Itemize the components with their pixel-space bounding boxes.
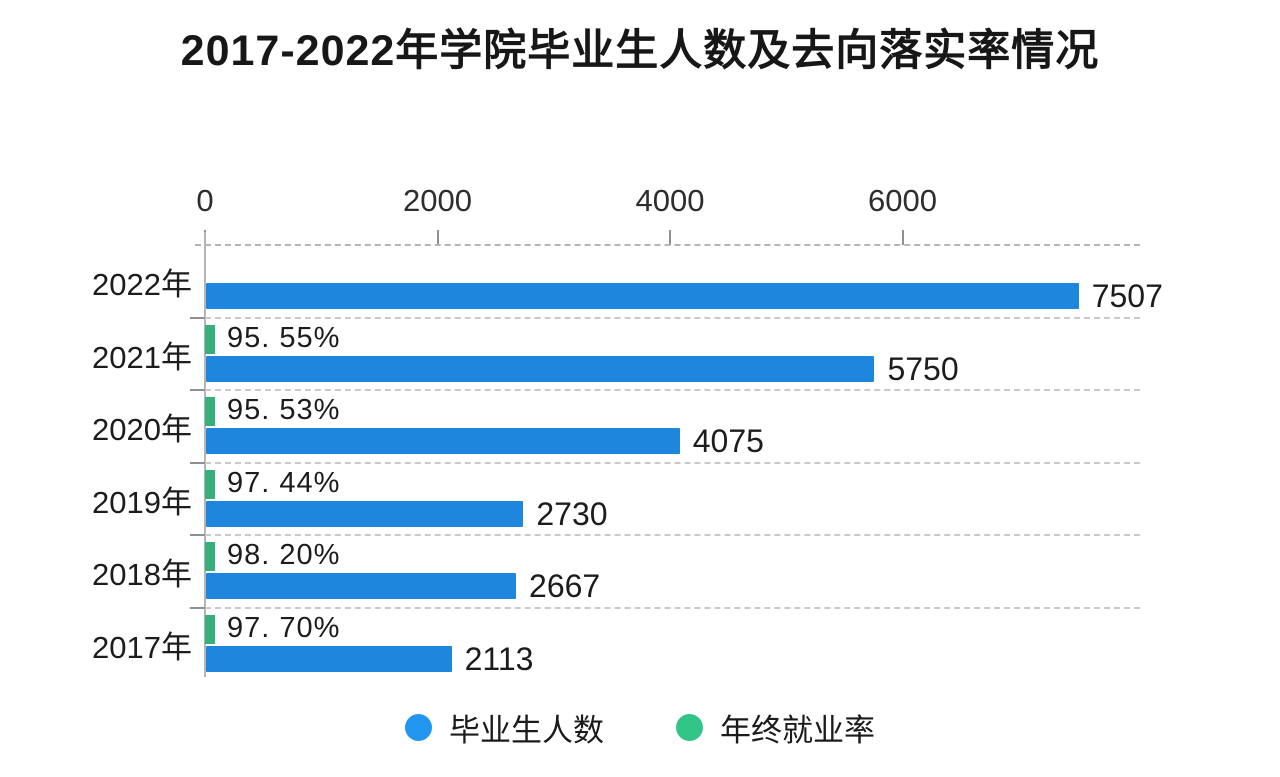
x-axis-tick-label: 4000 xyxy=(635,183,705,218)
category-label: 2022年 xyxy=(92,267,192,302)
axis-left-tick xyxy=(190,461,205,464)
category-label: 2017年 xyxy=(92,629,192,665)
category-label: 2021年 xyxy=(92,339,192,375)
x-axis-tick-label: 0 xyxy=(196,183,214,218)
category-label: 2019年 xyxy=(92,484,192,520)
rate-value-label: 95. 53% xyxy=(227,394,341,426)
legend-item: 年终就业率 xyxy=(676,705,875,750)
bar-value-label: 5750 xyxy=(887,350,959,387)
graduates-bar xyxy=(206,645,452,672)
rate-marker xyxy=(205,397,215,426)
rate-value-label: 95. 55% xyxy=(227,321,341,354)
legend-label: 年终就业率 xyxy=(720,713,875,748)
x-axis-tick xyxy=(901,230,904,245)
x-axis-tick-label: 6000 xyxy=(868,183,937,218)
axis-left-tick xyxy=(190,389,205,391)
x-axis-tick xyxy=(669,230,671,245)
axis-left-tick xyxy=(190,316,205,319)
bar-value-label: 2667 xyxy=(529,568,601,604)
rate-value-label: 97. 44% xyxy=(227,466,341,499)
bar-value-label: 2730 xyxy=(536,495,608,532)
gridline xyxy=(205,534,1140,536)
bar-value-label: 7507 xyxy=(1091,278,1163,314)
graduates-bar xyxy=(206,573,516,599)
plot-area: 2022年 7507 2021年 95. 55% 5750 2020年 95. 53% 407… xyxy=(0,245,1280,680)
category-row: 2019年 97. 44% 2730 xyxy=(0,463,1150,536)
category-row: 2020年 95. 53% 4075 xyxy=(0,390,1150,464)
x-axis-tick-label: 2000 xyxy=(403,183,472,218)
category-label: 2020年 xyxy=(92,412,192,447)
graduates-bar xyxy=(206,428,680,454)
rate-marker xyxy=(205,324,215,354)
category-label: 2018年 xyxy=(92,557,192,592)
legend-dot-employment-rate xyxy=(676,714,703,741)
category-row: 2018年 98. 20% 2667 xyxy=(0,535,1150,609)
bar-value-label: 2113 xyxy=(464,640,534,677)
rate-marker xyxy=(205,469,215,499)
chart-title: 2017-2022年学院毕业生人数及去向落实率情况 xyxy=(180,27,1100,75)
legend-label: 毕业生人数 xyxy=(449,713,604,748)
gridline xyxy=(205,389,1140,391)
graduates-bar xyxy=(206,500,524,527)
y-axis-line xyxy=(204,232,206,677)
legend: 毕业生人数 年终就业率 xyxy=(0,705,1280,750)
category-row: 2022年 7507 xyxy=(0,245,1163,319)
gridline xyxy=(205,606,1140,609)
axis-left-tick xyxy=(190,606,205,609)
legend-dot-graduates xyxy=(405,714,432,741)
category-row: 2021年 95. 55% 5750 xyxy=(0,318,1150,391)
category-row: 2017年 97. 70% 2113 xyxy=(0,608,1150,681)
x-axis-line xyxy=(195,244,1140,246)
gridline xyxy=(205,316,1140,319)
graduates-bar xyxy=(206,355,875,382)
gridline xyxy=(205,461,1140,464)
graduates-bar xyxy=(206,283,1079,309)
legend-item: 毕业生人数 xyxy=(405,705,604,750)
rate-value-label: 97. 70% xyxy=(227,611,341,644)
x-axis-tick xyxy=(436,230,439,245)
rate-marker xyxy=(205,614,215,644)
rate-value-label: 98. 20% xyxy=(227,539,341,571)
bar-value-label: 4075 xyxy=(692,423,764,459)
axis-left-tick xyxy=(190,534,205,536)
rate-marker xyxy=(205,542,215,571)
